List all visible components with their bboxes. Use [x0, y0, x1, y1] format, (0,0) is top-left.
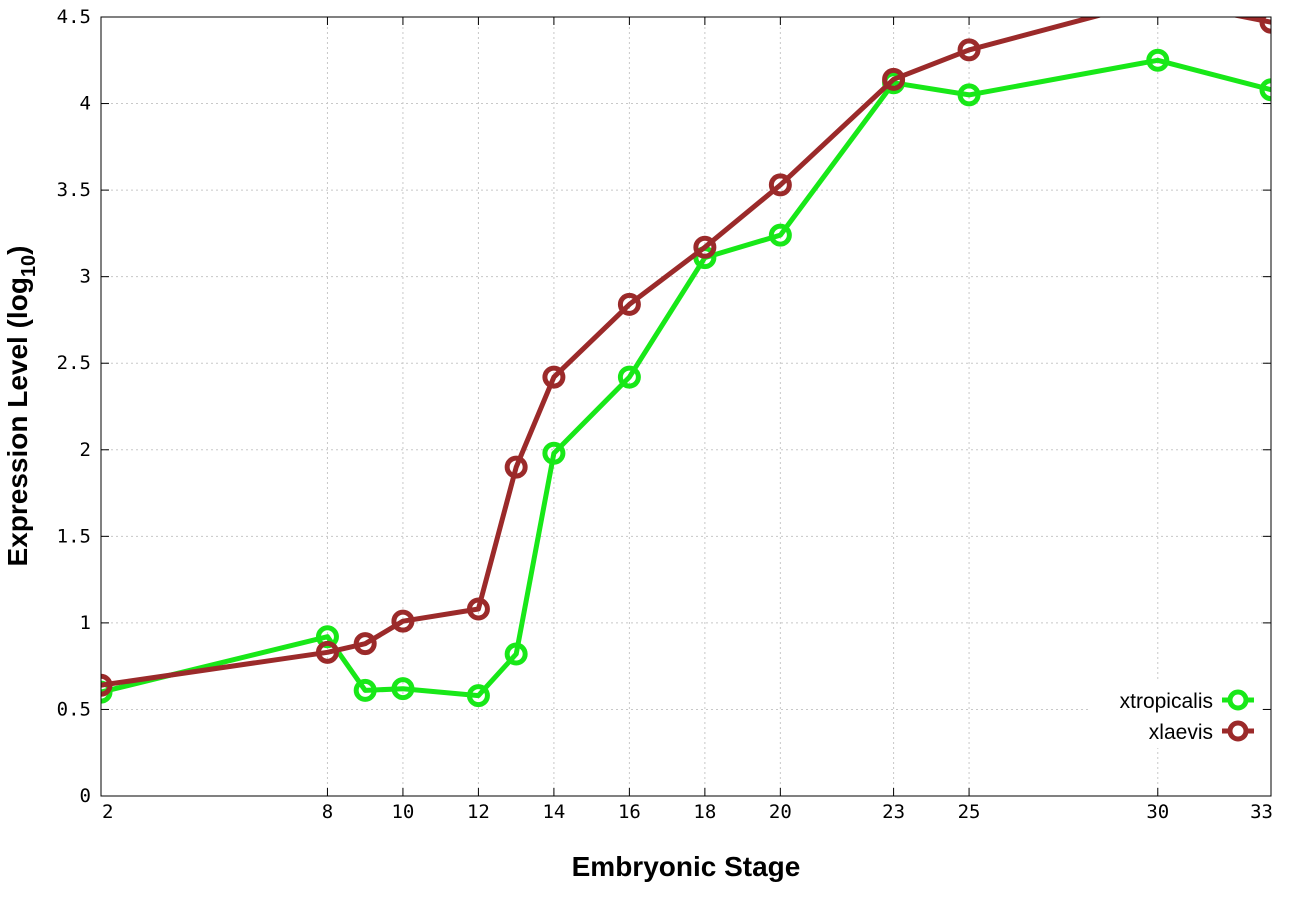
series-line-xtropicalis [101, 57, 1271, 699]
data-point-xlaevis-2 [101, 673, 113, 697]
y-axis-title-main: Expression Level (log [2, 277, 33, 566]
data-point-xtropicalis-10 [391, 677, 415, 701]
data-point-xtropicalis-20 [768, 223, 792, 247]
y-tick-label-0: 0 [80, 785, 91, 807]
legend-marker-xlaevis [1227, 720, 1249, 742]
data-point-xtropicalis-30 [1146, 48, 1170, 72]
x-tick-label-33: 33 [1250, 801, 1273, 823]
data-point-xlaevis-14 [542, 365, 566, 389]
data-point-xtropicalis-9 [353, 678, 377, 702]
grid [101, 17, 1271, 796]
data-point-xlaevis-33 [1259, 17, 1271, 34]
data-point-xlaevis-10 [391, 609, 415, 633]
data-point-xlaevis-13 [504, 455, 528, 479]
data-point-xlaevis-16 [617, 292, 641, 316]
y-tick-label-4: 4 [80, 93, 91, 115]
y-tick-label-4-5: 4.5 [57, 6, 91, 28]
y-axis-title-close: ) [2, 246, 33, 255]
data-point-xtropicalis-13 [504, 642, 528, 666]
y-tick-label-0-5: 0.5 [57, 698, 91, 720]
y-axis-title-subscript: 10 [18, 255, 40, 277]
plot-frame [100, 16, 1272, 797]
data-point-xtropicalis-33 [1259, 78, 1271, 102]
data-point-xlaevis-23 [882, 67, 906, 91]
y-tick-label-2: 2 [80, 439, 91, 461]
x-tick-label-30: 30 [1146, 801, 1169, 823]
legend-label-xlaevis: xlaevis [1149, 721, 1213, 744]
y-tick-label-2-5: 2.5 [57, 352, 91, 374]
x-tick-label-16: 16 [618, 801, 641, 823]
data-point-xtropicalis-14 [542, 441, 566, 465]
x-tick-label-12: 12 [467, 801, 490, 823]
y-tick-label-3-5: 3.5 [57, 179, 91, 201]
x-tick-label-25: 25 [958, 801, 981, 823]
ticks: 0 0.5 1 1.5 2 2.5 3 3.5 4 4.5 2 8 10 12 14 16 18 20 23 25 30… [57, 6, 1273, 823]
legend: xtropicalis xlaevis [1090, 682, 1262, 748]
x-tick-label-14: 14 [542, 801, 565, 823]
y-tick-label-1: 1 [80, 612, 91, 634]
x-tick-label-10: 10 [391, 801, 414, 823]
y-tick-label-3: 3 [80, 266, 91, 288]
data-point-xlaevis-12 [466, 597, 490, 621]
legend-label-xtropicalis: xtropicalis [1120, 690, 1213, 713]
series-layer [101, 17, 1271, 708]
x-tick-label-2: 2 [102, 801, 113, 823]
legend-marker-xtropicalis [1227, 689, 1249, 711]
x-tick-label-23: 23 [882, 801, 905, 823]
y-axis-title: Expression Level (log10) [2, 246, 40, 567]
data-point-xlaevis-25 [957, 38, 981, 62]
x-tick-label-18: 18 [693, 801, 716, 823]
data-point-xtropicalis-12 [466, 684, 490, 708]
data-point-xlaevis-18 [693, 235, 717, 259]
data-point-xtropicalis-25 [957, 83, 981, 107]
data-point-xlaevis-8 [315, 640, 339, 664]
data-point-xlaevis-20 [768, 173, 792, 197]
data-point-xtropicalis-16 [617, 365, 641, 389]
x-tick-label-8: 8 [322, 801, 333, 823]
x-axis-title: Embryonic Stage [572, 851, 801, 882]
y-tick-label-1-5: 1.5 [57, 525, 91, 547]
x-tick-label-20: 20 [769, 801, 792, 823]
data-point-xlaevis-9 [353, 632, 377, 656]
